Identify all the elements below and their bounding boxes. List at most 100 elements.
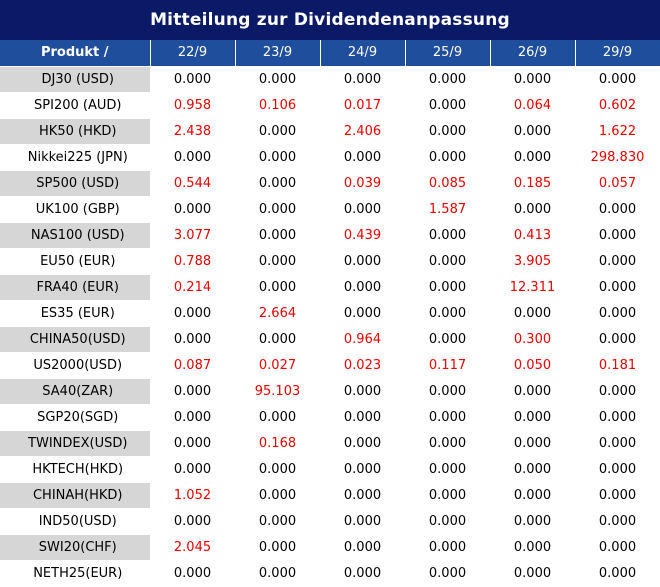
value-cell: 0.000 [150, 300, 236, 327]
value-cell: 0.000 [150, 326, 236, 353]
value-cell: 0.000 [150, 456, 236, 483]
product-cell: SPI200 (AUD) [0, 92, 151, 119]
value-cell: 0.000 [405, 300, 491, 327]
product-cell: SP500 (USD) [0, 170, 151, 197]
value-cell: 0.000 [405, 534, 491, 561]
product-cell: NETH25(EUR) [0, 560, 151, 587]
value-cell: 0.000 [405, 404, 491, 431]
value-cell: 0.000 [235, 144, 321, 171]
product-cell: TWINDEX(USD) [0, 430, 151, 457]
value-cell: 0.000 [235, 274, 321, 301]
product-cell: HKTECH(HKD) [0, 456, 151, 483]
value-cell: 0.087 [150, 352, 236, 379]
product-cell: DJ30 (USD) [0, 66, 151, 93]
value-cell: 0.300 [490, 326, 576, 353]
value-cell: 0.000 [320, 508, 406, 535]
value-cell: 0.000 [320, 196, 406, 223]
table-row: UK100 (GBP) 0.000 0.000 0.000 1.587 0.000 0.00… [0, 196, 660, 223]
value-cell: 3.077 [150, 222, 236, 249]
value-cell: 0.017 [320, 92, 406, 119]
value-cell: 0.000 [150, 430, 236, 457]
value-cell: 0.000 [490, 430, 576, 457]
value-cell: 0.185 [490, 170, 576, 197]
value-cell: 0.000 [575, 274, 660, 301]
value-cell: 0.000 [235, 66, 321, 93]
value-cell: 0.000 [490, 534, 576, 561]
value-cell: 0.000 [490, 560, 576, 587]
value-cell: 0.117 [405, 352, 491, 379]
value-cell: 0.000 [235, 534, 321, 561]
value-cell: 0.000 [235, 118, 321, 145]
table-row: Nikkei225 (JPN) 0.000 0.000 0.000 0.000 0.000… [0, 144, 660, 171]
product-cell: EU50 (EUR) [0, 248, 151, 275]
value-cell: 0.027 [235, 352, 321, 379]
value-cell: 0.181 [575, 352, 660, 379]
table-row: SP500 (USD) 0.544 0.000 0.039 0.085 0.185 0.05… [0, 170, 660, 197]
value-cell: 0.000 [575, 196, 660, 223]
value-cell: 0.788 [150, 248, 236, 275]
value-cell: 0.000 [150, 508, 236, 535]
value-cell: 0.000 [405, 274, 491, 301]
value-cell: 0.039 [320, 170, 406, 197]
product-cell: HK50 (HKD) [0, 118, 151, 145]
value-cell: 0.000 [320, 378, 406, 405]
value-cell: 0.000 [150, 196, 236, 223]
value-cell: 3.905 [490, 248, 576, 275]
header-date: 26/9 [490, 40, 576, 67]
product-cell: UK100 (GBP) [0, 196, 151, 223]
table-row: ES35 (EUR) 0.000 2.664 0.000 0.000 0.000 0.000 [0, 300, 660, 327]
value-cell: 0.000 [150, 66, 236, 93]
value-cell: 0.000 [405, 222, 491, 249]
table-row: SA40(ZAR) 0.000 95.103 0.000 0.000 0.000 0.000 [0, 378, 660, 405]
value-cell: 0.000 [235, 560, 321, 587]
value-cell: 0.000 [235, 456, 321, 483]
value-cell: 0.000 [575, 66, 660, 93]
value-cell: 0.000 [320, 248, 406, 275]
value-cell: 0.000 [235, 326, 321, 353]
product-cell: FRA40 (EUR) [0, 274, 151, 301]
value-cell: 0.000 [490, 196, 576, 223]
value-cell: 0.000 [235, 170, 321, 197]
table-row: NAS100 (USD) 3.077 0.000 0.439 0.000 0.413 0.0… [0, 222, 660, 249]
value-cell: 0.000 [575, 248, 660, 275]
table-row: US2000(USD) 0.087 0.027 0.023 0.117 0.050 0.18… [0, 352, 660, 379]
value-cell: 0.050 [490, 352, 576, 379]
value-cell: 0.000 [320, 144, 406, 171]
value-cell: 0.000 [490, 300, 576, 327]
value-cell: 0.000 [575, 534, 660, 561]
table-row: IND50(USD) 0.000 0.000 0.000 0.000 0.000 0.000 [0, 508, 660, 535]
value-cell: 0.000 [235, 482, 321, 509]
product-cell: NAS100 (USD) [0, 222, 151, 249]
header-date: 25/9 [405, 40, 491, 67]
value-cell: 0.000 [490, 144, 576, 171]
product-cell: US2000(USD) [0, 352, 151, 379]
value-cell: 0.000 [320, 300, 406, 327]
product-cell: Nikkei225 (JPN) [0, 144, 151, 171]
value-cell: 0.958 [150, 92, 236, 119]
header-product: Produkt / [0, 40, 151, 67]
value-cell: 0.000 [320, 430, 406, 457]
value-cell: 0.000 [490, 456, 576, 483]
table-row: CHINA50(USD) 0.000 0.000 0.964 0.000 0.300 0.0… [0, 326, 660, 353]
value-cell: 1.052 [150, 482, 236, 509]
value-cell: 0.000 [575, 378, 660, 405]
value-cell: 0.000 [575, 300, 660, 327]
value-cell: 0.064 [490, 92, 576, 119]
value-cell: 0.000 [490, 508, 576, 535]
page-title: Mitteilung zur Dividendenanpassung [0, 0, 660, 40]
table-row: NETH25(EUR) 0.000 0.000 0.000 0.000 0.000 0.00… [0, 560, 660, 587]
value-cell: 0.000 [490, 378, 576, 405]
value-cell: 12.311 [490, 274, 576, 301]
value-cell: 0.168 [235, 430, 321, 457]
value-cell: 0.000 [235, 222, 321, 249]
value-cell: 0.000 [320, 274, 406, 301]
value-cell: 0.000 [405, 92, 491, 119]
value-cell: 0.602 [575, 92, 660, 119]
value-cell: 0.214 [150, 274, 236, 301]
header-date: 23/9 [235, 40, 321, 67]
value-cell: 0.000 [320, 482, 406, 509]
header-date: 24/9 [320, 40, 406, 67]
value-cell: 0.000 [405, 118, 491, 145]
header-date: 29/9 [575, 40, 660, 67]
